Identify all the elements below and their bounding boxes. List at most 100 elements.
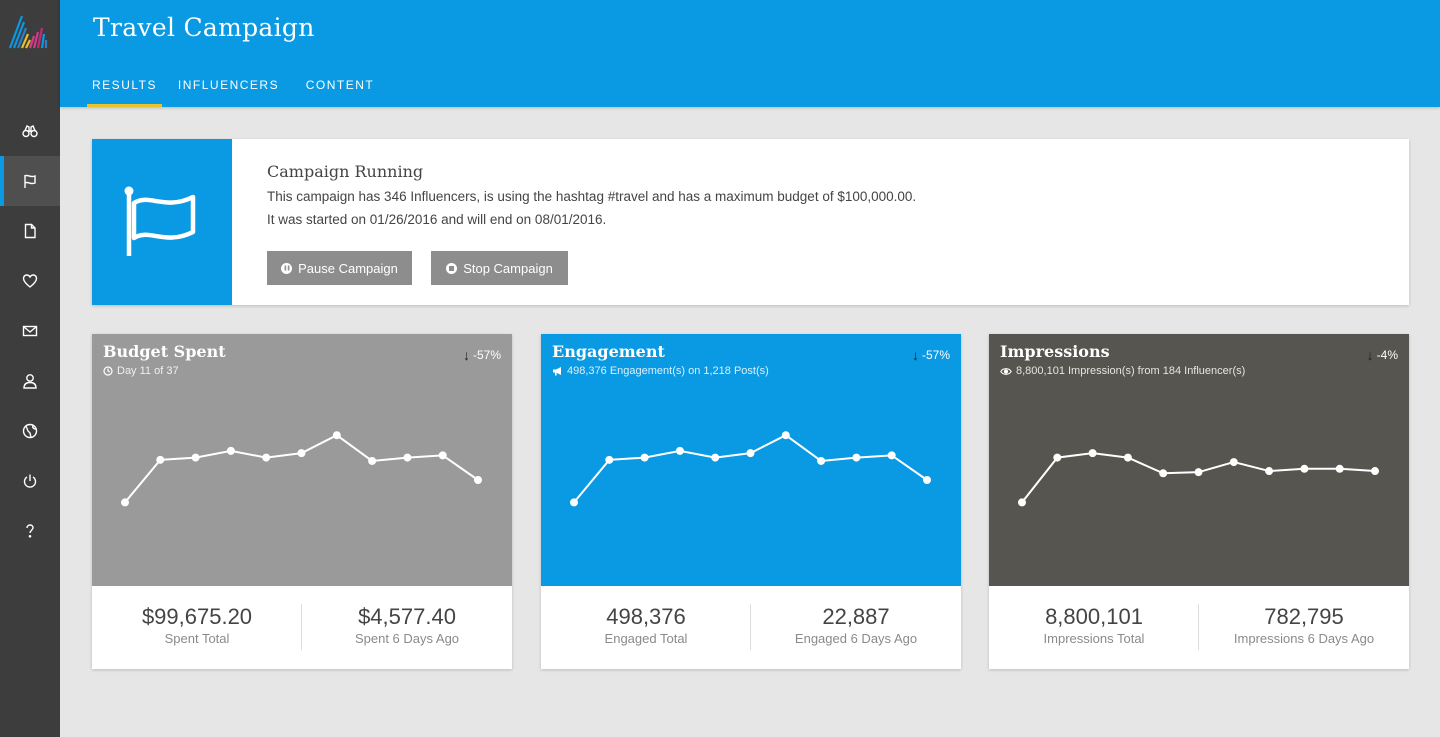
chart-point: [817, 456, 826, 465]
change-value: -57%: [472, 348, 501, 362]
card-title: Budget Spent: [103, 342, 226, 361]
campaign-status-card: Campaign Running This campaign has 346 I…: [92, 139, 1409, 305]
arrow-down-icon: ↓: [462, 347, 470, 363]
chart-series-line: [124, 434, 479, 504]
status-icon-panel: [92, 139, 232, 305]
chart-point: [474, 476, 482, 484]
stat-value: 782,795: [1264, 604, 1344, 629]
change-indicator: ↓ -57%: [912, 347, 950, 363]
chart-point: [1053, 453, 1062, 462]
stop-campaign-button[interactable]: Stop Campaign: [431, 251, 568, 285]
stat-recent: 22,887 Engaged 6 Days Ago: [751, 586, 961, 669]
stat-recent: $4,577.40 Spent 6 Days Ago: [302, 586, 512, 669]
tab-influencers[interactable]: INFLUENCERS: [177, 78, 280, 92]
sidebar-item-discover[interactable]: [0, 106, 60, 156]
tab-content[interactable]: CONTENT: [305, 78, 375, 92]
pause-icon: [281, 262, 293, 274]
stat-total: 498,376 Engaged Total: [541, 586, 751, 669]
card-title: Engagement: [552, 342, 665, 361]
sidebar: [0, 0, 60, 737]
budget-line-chart: [121, 431, 482, 507]
chart-point: [403, 453, 412, 462]
eye-icon: [1000, 367, 1012, 375]
stat-total: $99,675.20 Spent Total: [92, 586, 302, 669]
change-value: -4%: [1376, 348, 1398, 362]
engagement-card-header: Engagement 498,376 Engagement(s) on 1,21…: [541, 334, 961, 586]
sidebar-item-campaigns[interactable]: [0, 156, 60, 206]
card-subtitle-text: Day 11 of 37: [117, 365, 179, 377]
sidebar-item-help[interactable]: [0, 506, 60, 556]
stat-total: 8,800,101 Impressions Total: [989, 586, 1199, 669]
sidebar-item-global[interactable]: [0, 406, 60, 456]
engagement-line-chart: [570, 431, 931, 507]
card-stats: 8,800,101 Impressions Total 782,795 Impr…: [989, 586, 1409, 669]
logo-icon[interactable]: [8, 14, 52, 50]
card-stats: $99,675.20 Spent Total $4,577.40 Spent 6…: [92, 586, 512, 669]
stop-icon: [446, 262, 458, 274]
chart-point: [226, 446, 235, 455]
page-header: Travel Campaign RESULTS INFLUENCERS CONT…: [60, 0, 1440, 107]
change-indicator: ↓ -4%: [1367, 347, 1398, 363]
budget-spent-card: Budget Spent Day 11 of 37 ↓ -57% $99,675…: [92, 334, 512, 669]
binoculars-icon: [22, 125, 38, 138]
chart-point: [1335, 464, 1344, 473]
status-dates: It was started on 01/26/2016 and will en…: [267, 212, 607, 227]
stop-campaign-label: Stop Campaign: [463, 260, 553, 276]
sidebar-item-profile[interactable]: [0, 356, 60, 406]
stat-recent: 782,795 Impressions 6 Days Ago: [1199, 586, 1409, 669]
stat-divider: [301, 604, 302, 650]
chart-point: [297, 449, 306, 458]
stat-value: $4,577.40: [358, 604, 456, 629]
sidebar-item-documents[interactable]: [0, 206, 60, 256]
change-value: -57%: [921, 348, 950, 362]
sidebar-item-favorites[interactable]: [0, 256, 60, 306]
stat-value: $99,675.20: [141, 604, 253, 629]
chart-point: [332, 431, 341, 440]
page-title: Travel Campaign: [93, 13, 315, 42]
clock-icon: [103, 366, 113, 376]
impressions-card-header: Impressions 8,800,101 Impression(s) from…: [989, 334, 1409, 586]
sidebar-item-messages[interactable]: [0, 306, 60, 356]
arrow-down-icon: ↓: [1366, 347, 1374, 363]
arrow-down-icon: ↓: [911, 347, 919, 363]
card-subtitle: 498,376 Engagement(s) on 1,218 Post(s): [552, 365, 769, 377]
chart-point: [781, 431, 790, 440]
chart-point: [1194, 468, 1203, 477]
pause-campaign-label: Pause Campaign: [298, 260, 398, 276]
envelope-icon: [22, 325, 38, 337]
stat-divider: [1198, 604, 1199, 650]
chart-point: [1018, 498, 1026, 507]
flag-icon: [124, 186, 196, 256]
stat-label: Impressions 6 Days Ago: [1233, 631, 1375, 646]
stat-value: 8,800,101: [1045, 604, 1143, 629]
change-indicator: ↓ -57%: [463, 347, 501, 363]
stat-label: Spent Total: [164, 631, 230, 646]
card-title: Impressions: [1000, 342, 1110, 361]
chart-point: [1123, 453, 1132, 462]
card-subtitle: 8,800,101 Impression(s) from 184 Influen…: [1000, 365, 1245, 377]
status-title: Campaign Running: [267, 162, 424, 181]
chart-point: [262, 453, 271, 462]
chart-point: [605, 455, 614, 464]
stat-label: Impressions Total: [1043, 631, 1145, 646]
impressions-card: Impressions 8,800,101 Impression(s) from…: [989, 334, 1409, 669]
stat-label: Engaged 6 Days Ago: [794, 631, 918, 646]
power-icon: [23, 474, 37, 488]
stat-value: 498,376: [606, 604, 686, 629]
globe-icon: [22, 423, 38, 439]
card-subtitle-text: 498,376 Engagement(s) on 1,218 Post(s): [567, 365, 769, 377]
tab-results[interactable]: RESULTS: [87, 67, 162, 107]
chart-point: [1265, 467, 1274, 476]
chart-series-line: [573, 434, 928, 504]
heart-icon: [22, 274, 38, 288]
stat-divider: [750, 604, 751, 650]
stat-value: 22,887: [822, 604, 890, 629]
chart-point: [191, 453, 200, 462]
sidebar-item-logout[interactable]: [0, 456, 60, 506]
pause-campaign-button[interactable]: Pause Campaign: [267, 251, 412, 285]
user-icon: [23, 374, 37, 389]
megaphone-icon: [553, 367, 561, 376]
chart-point: [675, 446, 684, 455]
card-subtitle-text: 8,800,101 Impression(s) from 184 Influen…: [1016, 365, 1246, 377]
chart-point: [1371, 467, 1379, 476]
